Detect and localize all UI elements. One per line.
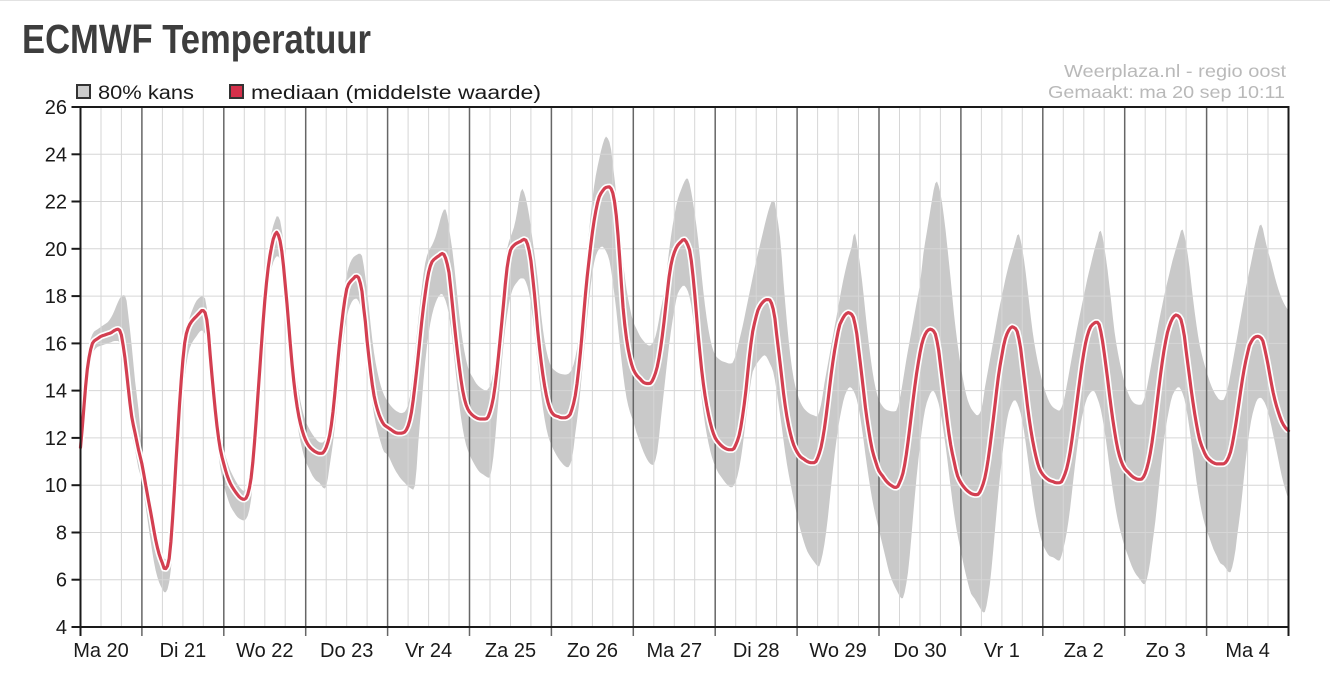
svg-text:18: 18 xyxy=(45,286,67,308)
svg-text:22: 22 xyxy=(45,192,67,214)
svg-text:8: 8 xyxy=(56,523,67,545)
svg-text:Wo 29: Wo 29 xyxy=(809,640,866,662)
svg-text:Ma 20: Ma 20 xyxy=(73,640,129,662)
svg-text:16: 16 xyxy=(45,333,67,355)
svg-text:Zo 3: Zo 3 xyxy=(1146,640,1186,662)
svg-text:6: 6 xyxy=(56,570,67,592)
svg-text:4: 4 xyxy=(56,617,67,639)
svg-text:Za 25: Za 25 xyxy=(485,640,536,662)
svg-text:Do 30: Do 30 xyxy=(893,640,946,662)
svg-text:20: 20 xyxy=(45,239,67,261)
svg-text:Do 23: Do 23 xyxy=(320,640,373,662)
svg-text:Gemaakt: ma 20 sep 10:11: Gemaakt: ma 20 sep 10:11 xyxy=(1048,82,1285,102)
svg-text:Za 2: Za 2 xyxy=(1064,640,1104,662)
svg-text:Weerplaza.nl - regio oost: Weerplaza.nl - regio oost xyxy=(1064,61,1286,81)
svg-text:80% kans: 80% kans xyxy=(98,83,194,104)
svg-text:Vr 1: Vr 1 xyxy=(984,640,1020,662)
svg-text:Ma 27: Ma 27 xyxy=(647,640,703,662)
svg-text:Vr 24: Vr 24 xyxy=(405,640,452,662)
svg-text:Zo 26: Zo 26 xyxy=(567,640,618,662)
svg-text:12: 12 xyxy=(45,428,67,450)
svg-text:24: 24 xyxy=(45,144,67,166)
svg-text:Ma 4: Ma 4 xyxy=(1225,640,1269,662)
svg-text:mediaan (middelste waarde): mediaan (middelste waarde) xyxy=(251,83,541,104)
svg-text:10: 10 xyxy=(45,475,67,497)
svg-text:Di 21: Di 21 xyxy=(160,640,207,662)
svg-text:ECMWF Temperatuur: ECMWF Temperatuur xyxy=(22,16,371,62)
svg-text:26: 26 xyxy=(45,97,67,119)
svg-text:14: 14 xyxy=(45,381,67,403)
svg-text:Wo 22: Wo 22 xyxy=(236,640,293,662)
svg-text:Di 28: Di 28 xyxy=(733,640,780,662)
